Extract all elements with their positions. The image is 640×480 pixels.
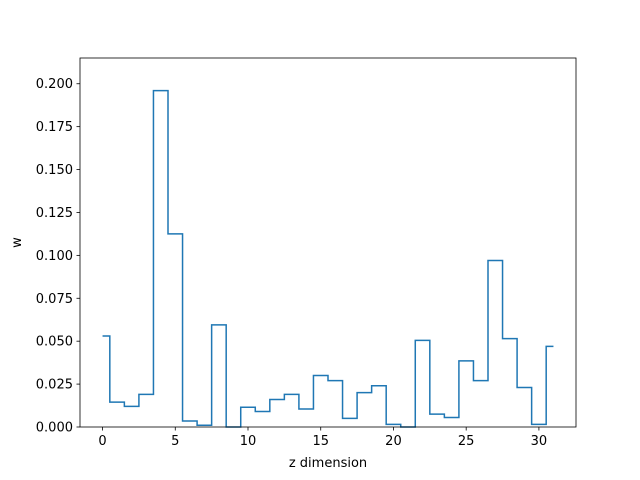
x-tick-label: 25 <box>458 434 475 449</box>
y-tick-label: 0.125 <box>36 206 73 221</box>
y-axis-label: w <box>10 237 25 248</box>
plot-area <box>102 89 554 428</box>
y-tick-label: 0.200 <box>36 77 73 92</box>
y-axis-ticks: 0.000 0.025 0.050 0.075 0.100 0.125 0.150 0.175… <box>36 77 80 436</box>
y-tick-label: 0.175 <box>36 120 73 135</box>
x-tick-label: 20 <box>385 434 402 449</box>
x-tick-label: 0 <box>98 434 106 449</box>
y-tick-label: 0.050 <box>36 335 73 350</box>
y-tick-label: 0.000 <box>36 421 73 436</box>
y-tick-label: 0.150 <box>36 163 73 178</box>
series-step-line <box>102 89 554 428</box>
y-tick-label: 0.025 <box>36 378 73 393</box>
y-tick-label: 0.075 <box>36 292 73 307</box>
x-tick-label: 15 <box>312 434 329 449</box>
x-tick-label: 10 <box>240 434 257 449</box>
axes-frame <box>79 57 577 428</box>
x-tick-label: 5 <box>171 434 179 449</box>
x-tick-label: 30 <box>531 434 548 449</box>
x-axis-label: z dimension <box>289 456 367 471</box>
y-tick-label: 0.100 <box>36 249 73 264</box>
x-axis-ticks: 0 5 10 15 20 25 30 <box>98 427 547 449</box>
